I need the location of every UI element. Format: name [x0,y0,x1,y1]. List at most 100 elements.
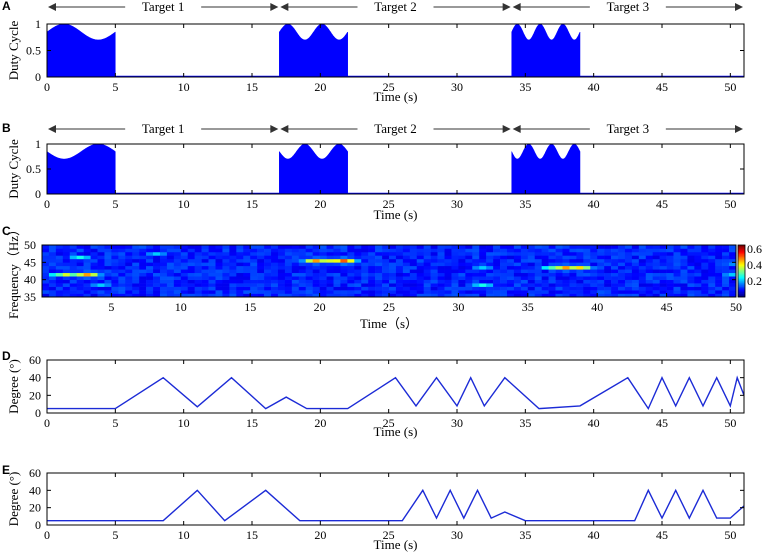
heatmap-cell [215,276,223,280]
heatmap-cell [409,269,418,274]
heatmap-cell [638,262,647,267]
heatmap-cell [62,276,71,280]
heatmap-cell [576,248,584,253]
heatmap-cell [319,262,327,267]
heatmap-cell [444,279,452,284]
heatmap-cell [465,265,473,270]
heatmap-cell [659,265,667,270]
heatmap-cell [222,255,230,260]
heatmap-cell [361,251,369,256]
heatmap-cell [55,269,64,274]
heatmap-cell [69,255,77,260]
x-tick-label: 10 [175,300,187,314]
heatmap-cell [437,286,445,291]
heatmap-cell [590,283,598,287]
heatmap-cell [146,245,154,249]
heatmap-cell [680,245,688,249]
heatmap-cell [347,262,355,267]
heatmap-cell [458,293,466,298]
heatmap-cell [146,286,154,291]
heatmap-cell [624,283,633,287]
heatmap-cell [444,286,452,291]
heatmap-cell [298,258,307,263]
x-tick-label: 45 [656,197,668,211]
heatmap-cell [319,293,327,298]
heatmap-cell [125,272,133,277]
panel-letter: C [2,224,11,238]
heatmap-cell [409,262,418,267]
heatmap-cell [132,293,140,298]
heatmap-cell [569,258,577,263]
x-tick-label: 5 [112,80,118,94]
heatmap-cell [652,248,660,253]
heatmap-cell [444,272,452,277]
heatmap-cell [180,248,189,253]
heatmap-cell [513,262,522,267]
heatmap-cell [479,262,487,267]
heatmap-cell [500,286,508,291]
heatmap-cell [333,245,341,249]
heatmap-cell [423,248,431,253]
heatmap-cell [354,248,362,253]
heatmap-cell [222,276,230,280]
heatmap-cell [222,245,230,249]
heatmap-cell [652,255,660,260]
heatmap-cell [271,286,279,291]
heatmap-cell [104,283,112,287]
heatmap-cell [312,258,320,263]
heatmap-cell [618,269,626,274]
heatmap-cell [645,251,654,256]
heatmap-cell [395,276,404,280]
heatmap-cell [97,258,105,263]
y-axis-label: Degree (°) [6,472,21,527]
heatmap-cell [423,293,431,298]
heatmap-cell [305,248,313,253]
heatmap-cell [555,262,563,267]
heatmap-cell [430,293,438,298]
heatmap-cell [312,279,320,284]
heatmap-cell [298,265,307,270]
heatmap-cell [409,245,418,249]
heatmap-cell [153,276,161,280]
x-tick-label: 30 [451,197,463,211]
panel-letter: E [2,463,10,477]
heatmap-cell [340,265,348,270]
target-arrow-head-right [270,3,279,11]
heatmap-cell [562,258,570,263]
heatmap-cell [624,248,633,253]
x-tick-label: 15 [246,197,258,211]
heatmap-cell [500,290,508,294]
heatmap-cell [146,251,154,256]
x-tick-label: 10 [178,528,190,542]
target-label: Target 3 [607,0,650,14]
heatmap-cell [291,251,300,256]
heatmap-cell [201,248,209,253]
heatmap-cell [465,269,473,274]
heatmap-cell [423,272,431,277]
heatmap-cell [382,255,390,260]
heatmap-cell [208,283,216,287]
heatmap-cell [409,248,418,253]
heatmap-cell [222,248,230,253]
heatmap-cell [520,290,529,294]
heatmap-cell [555,279,563,284]
heatmap-cell [277,258,286,263]
x-tick-label: 20 [314,528,326,542]
x-tick-label: 35 [519,416,531,430]
heatmap-cell [569,245,577,249]
heatmap-cell [708,276,716,280]
heatmap-cell [430,245,438,249]
heatmap-cell [104,258,112,263]
heatmap-cell [652,269,660,274]
heatmap-cell [506,248,515,253]
heatmap-cell [562,262,570,267]
heatmap-cell [729,258,737,263]
target-span-2: Target 2 [280,0,511,14]
heatmap-cell [264,248,272,253]
heatmap-cell [555,258,563,263]
colorbar-band [738,250,745,252]
heatmap-cell [687,251,695,256]
heatmap-cell [708,279,716,284]
heatmap-cell [506,251,515,256]
heatmap-cell [479,265,487,270]
